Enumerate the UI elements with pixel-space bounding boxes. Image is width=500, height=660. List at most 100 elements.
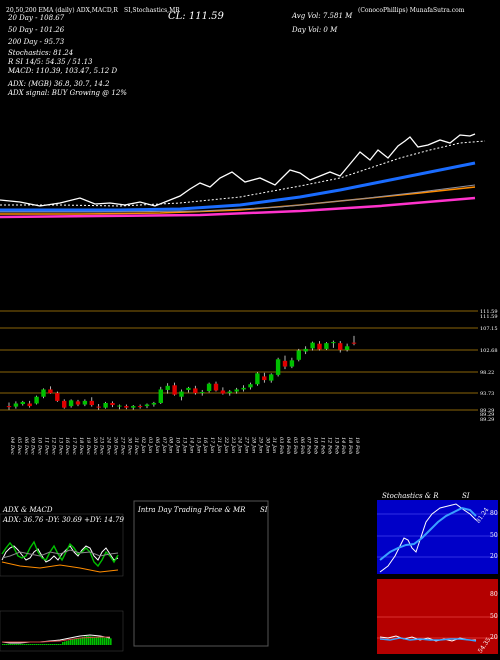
macd-histogram-bar [54, 644, 56, 645]
macd-histogram-bar [96, 636, 98, 645]
date-label: 29 Jan [257, 436, 263, 453]
candle-body [310, 342, 315, 349]
macd-histogram-bar [74, 639, 76, 645]
macd-histogram-bar [38, 644, 40, 645]
macd-histogram-bar [58, 644, 60, 645]
date-label: 16 Dec [64, 437, 70, 455]
candle-body [200, 392, 205, 394]
macd-histogram-bar [104, 637, 106, 645]
macd-histogram-bar [30, 644, 32, 645]
macd-histogram-bar [78, 638, 80, 645]
date-label: 06 Dec [23, 437, 29, 455]
candle-body [303, 348, 308, 352]
candle-body [55, 393, 60, 401]
date-label: 13 Dec [57, 437, 63, 455]
candle-body [89, 400, 94, 406]
macd-histogram-bar [76, 638, 78, 645]
date-label: 26 Dec [113, 436, 119, 455]
candle-body [144, 404, 150, 407]
candle-body [206, 383, 212, 391]
ema50-label: 50 Day - 101.26 [8, 26, 65, 34]
candle-body [110, 402, 115, 406]
macd-histogram-bar [102, 637, 104, 645]
date-label: 19 Feb [354, 437, 360, 454]
candle-body [289, 360, 295, 367]
date-label: 22 Jan [223, 436, 229, 453]
ema-price-line [0, 133, 476, 207]
price-level-label: 89.29 [480, 408, 494, 414]
candle-body [41, 389, 46, 397]
macd-histogram-bar [18, 644, 20, 645]
macd-histogram-bar [88, 636, 90, 645]
intraday-title: Intra Day Trading Price & MR [138, 506, 246, 514]
mr-panel [377, 579, 498, 654]
date-label: 16 Jan [202, 437, 208, 453]
candle-body [324, 343, 329, 349]
candle-body [48, 389, 53, 394]
legend-mid: SI,Stochastics,MR [124, 7, 180, 14]
macd-histogram-bar [90, 636, 92, 645]
date-label: 27 Jan [244, 436, 250, 453]
intraday-si: SI [260, 506, 268, 514]
date-label: 07 Jan [161, 437, 167, 453]
candle-body [179, 391, 184, 397]
macd-histogram-bar [62, 642, 64, 645]
macd-histogram-bar [2, 644, 4, 645]
date-label: 10 Feb [313, 437, 319, 454]
candle-body [62, 400, 67, 408]
macd-histogram-bar [94, 636, 96, 645]
macd-histogram-bar [8, 644, 10, 645]
macd-histogram-bar [68, 640, 70, 645]
candle-body [269, 374, 274, 381]
macd-histogram-bar [24, 644, 26, 645]
date-label: 21 Jan [216, 436, 222, 453]
price-label: CL: 111.59 [168, 11, 224, 22]
macd-histogram-bar [72, 639, 74, 645]
macd-histogram-bar [80, 637, 82, 645]
candle-body [137, 406, 143, 408]
macd-histogram-bar [22, 644, 24, 645]
macd-histogram-bar [40, 644, 42, 645]
candle-body [193, 388, 198, 394]
date-label: 18 Dec [78, 437, 84, 455]
price-levels: 111.59111.59107.15102.6898.2293.7389.298… [0, 309, 498, 423]
candle-body [255, 373, 260, 385]
adx-panel-title: ADX & MACD [3, 506, 53, 514]
date-label: 13 Jan [182, 437, 188, 453]
date-label: 30 Jan [264, 437, 270, 453]
stoch-si: SI [462, 492, 470, 500]
date-label: 04 Dec [9, 437, 15, 455]
date-label: 19 Dec [85, 437, 91, 455]
legend-line: 20,50,200 EMA (daily) ADX,MACD,R [6, 7, 118, 14]
macd-histogram-bar [64, 641, 66, 645]
macd-histogram-bar [98, 637, 100, 645]
candle-body [82, 400, 88, 405]
date-label: 13 Feb [333, 437, 339, 454]
macd-histogram-bar [26, 644, 28, 645]
candle-body [13, 403, 19, 407]
macd-histogram-bar [100, 637, 102, 645]
date-label: 18 Feb [347, 437, 353, 454]
candle-body [158, 389, 163, 403]
date-label: 05 Feb [292, 437, 298, 454]
macd-histogram-bar [110, 638, 112, 645]
stoch-title: Stochastics & R [382, 492, 439, 500]
date-label: 10 Dec [37, 437, 43, 455]
intraday-panel [133, 500, 269, 647]
macd-histogram-bar [56, 644, 58, 645]
price-level-label: 89.29 [480, 417, 494, 423]
date-label: 27 Dec [119, 436, 125, 455]
candle-body [75, 401, 81, 405]
day-volume: Day Vol: 0 M [292, 26, 338, 34]
date-label: 11 Feb [320, 437, 326, 454]
candle-body [117, 405, 122, 407]
candle-body [241, 387, 246, 390]
candle-body [124, 406, 129, 408]
candle-body [220, 390, 226, 394]
candle-body [165, 385, 170, 390]
candle-body [317, 343, 322, 350]
price-level-label: 111.59 [480, 314, 498, 320]
date-label: 14 Feb [340, 437, 346, 454]
candle-body [131, 406, 136, 408]
